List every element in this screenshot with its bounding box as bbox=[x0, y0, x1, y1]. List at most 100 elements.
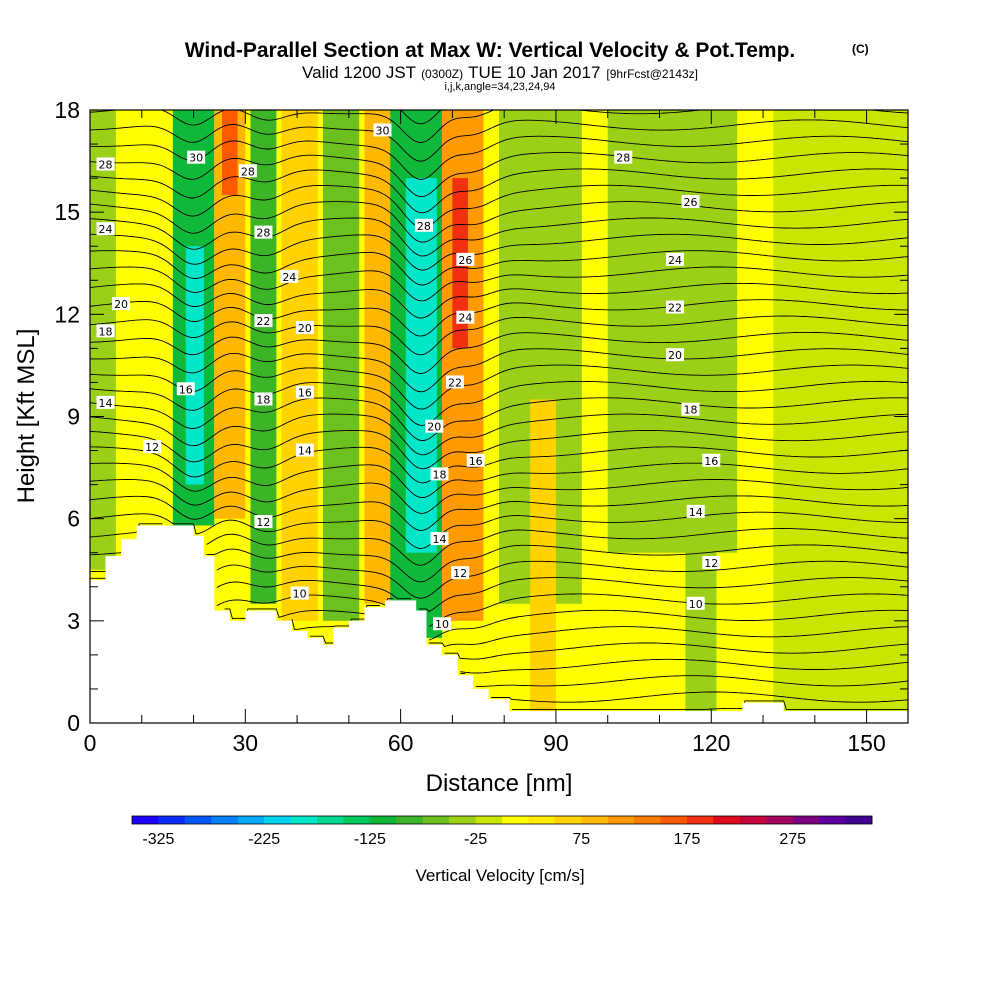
isentrope bbox=[90, 184, 908, 229]
isentrope bbox=[90, 523, 908, 566]
w-cell bbox=[685, 450, 717, 713]
colorbar-swatch bbox=[264, 816, 291, 824]
isentrope bbox=[90, 299, 908, 337]
svg-text:14: 14 bbox=[298, 445, 312, 458]
contour-label: 20 bbox=[666, 348, 685, 362]
isentrope bbox=[90, 413, 908, 456]
isentrope bbox=[90, 315, 908, 356]
colorbar-tick-label: 175 bbox=[674, 831, 701, 848]
contour-label: 16 bbox=[702, 453, 721, 468]
svg-text:24: 24 bbox=[668, 254, 682, 267]
contour-label: 12 bbox=[254, 515, 273, 529]
colorbar-label: Vertical Velocity [cm/s] bbox=[415, 866, 584, 885]
isentrope bbox=[310, 635, 908, 660]
colorbar-swatch bbox=[766, 816, 794, 824]
isentrope bbox=[90, 511, 908, 549]
contour-label: 18 bbox=[430, 467, 449, 481]
isentrope bbox=[291, 618, 908, 648]
w-cell bbox=[405, 178, 437, 553]
contour-label: 10 bbox=[290, 586, 309, 601]
x-tick-label: 30 bbox=[233, 730, 259, 756]
colorbar-swatch bbox=[369, 816, 397, 824]
plot-area: 28 24 20 18 14 12 30 28 28 24 22 20 16 18 16 14 12 10 30 28… bbox=[90, 110, 908, 723]
svg-text:10: 10 bbox=[689, 598, 703, 611]
colorbar-swatch bbox=[581, 816, 609, 824]
colorbar-swatch bbox=[449, 816, 476, 824]
valid-time-subtitle: Valid 1200 JST (0300Z) TUE 10 Jan 2017 [9hr… bbox=[302, 63, 698, 82]
svg-text:10: 10 bbox=[435, 618, 449, 631]
copyright-mark: (C) bbox=[852, 42, 869, 56]
y-tick-label: 15 bbox=[54, 199, 80, 225]
colorbar-swatch bbox=[554, 816, 582, 824]
contour-label: 24 bbox=[456, 310, 475, 325]
contour-label: 10 bbox=[433, 617, 452, 631]
isentrope bbox=[224, 605, 908, 641]
isentrope bbox=[90, 217, 908, 257]
colorbar-tick-label: -125 bbox=[354, 831, 386, 848]
svg-text:26: 26 bbox=[684, 196, 698, 209]
chart-title: Wind-Parallel Section at Max W: Vertical… bbox=[185, 39, 796, 62]
x-axis: 0 30 60 90 120 150 bbox=[84, 110, 886, 756]
colorbar-swatch bbox=[290, 816, 318, 824]
contour-labels: 28 24 20 18 14 12 30 28 28 24 22 20 16 18 16 14 12 10 30 28… bbox=[96, 123, 721, 631]
isentrope bbox=[90, 348, 908, 393]
colorbar-swatch bbox=[502, 816, 529, 824]
contour-label: 28 bbox=[414, 218, 433, 233]
colorbar: -325 -225 -125 -25 75 175 275 bbox=[131, 815, 873, 848]
contour-label: 16 bbox=[466, 453, 485, 468]
colorbar-swatch bbox=[607, 816, 635, 824]
svg-text:28: 28 bbox=[256, 227, 270, 240]
isentrope bbox=[460, 658, 908, 674]
contour-label: 24 bbox=[280, 269, 299, 284]
contour-label: 30 bbox=[373, 123, 392, 137]
svg-text:16: 16 bbox=[704, 455, 718, 468]
y-axis-label: Height [Kft MSL] bbox=[13, 329, 40, 504]
w-cell bbox=[250, 110, 277, 604]
colorbar-swatch bbox=[132, 816, 159, 824]
isentrope bbox=[90, 462, 908, 499]
svg-text:20: 20 bbox=[427, 421, 441, 434]
svg-text:18: 18 bbox=[684, 404, 698, 417]
x-tick-label: 90 bbox=[543, 730, 569, 756]
colorbar-swatch bbox=[211, 816, 239, 824]
svg-text:12: 12 bbox=[145, 441, 159, 454]
w-cell bbox=[90, 110, 116, 570]
svg-text:14: 14 bbox=[99, 397, 113, 410]
w-cell bbox=[222, 110, 238, 196]
svg-text:12: 12 bbox=[256, 516, 270, 529]
svg-text:16: 16 bbox=[298, 387, 312, 400]
valid-time-utc: (0300Z) bbox=[421, 67, 463, 81]
colorbar-swatch bbox=[184, 816, 212, 824]
isentrope bbox=[90, 446, 908, 484]
isentrope bbox=[90, 479, 908, 514]
w-cell bbox=[530, 399, 556, 713]
colorbar-swatch bbox=[819, 816, 846, 824]
colorbar-swatch bbox=[687, 816, 714, 824]
x-tick-label: 0 bbox=[84, 730, 97, 756]
svg-text:22: 22 bbox=[668, 302, 682, 315]
colorbar-swatch bbox=[739, 816, 767, 824]
potential-temperature-contours bbox=[90, 110, 908, 710]
colorbar-swatch bbox=[317, 816, 344, 824]
svg-text:22: 22 bbox=[256, 315, 270, 328]
svg-text:18: 18 bbox=[99, 325, 113, 338]
isentrope bbox=[90, 364, 908, 410]
svg-text:22: 22 bbox=[448, 376, 462, 389]
contour-label: 28 bbox=[254, 225, 273, 240]
isentrope bbox=[511, 700, 908, 710]
isentrope bbox=[90, 282, 908, 319]
contour-label: 14 bbox=[96, 395, 115, 410]
isentrope bbox=[90, 250, 908, 286]
valid-time-local: Valid 1200 JST bbox=[302, 63, 416, 82]
isentrope bbox=[90, 495, 908, 531]
isentrope bbox=[90, 397, 908, 441]
svg-text:16: 16 bbox=[179, 383, 193, 396]
contour-label: 20 bbox=[112, 297, 131, 311]
w-cell bbox=[281, 110, 318, 621]
contour-label: 28 bbox=[614, 150, 633, 165]
svg-text:30: 30 bbox=[376, 124, 390, 137]
svg-text:20: 20 bbox=[114, 298, 128, 311]
contour-label: 14 bbox=[430, 532, 449, 546]
isentrope bbox=[90, 577, 908, 613]
